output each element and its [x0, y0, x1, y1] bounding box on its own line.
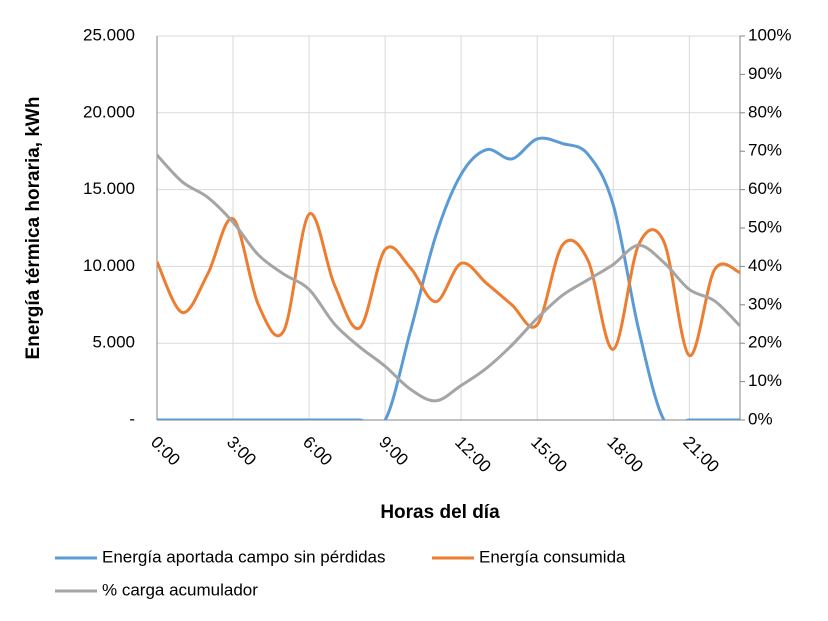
y2-tick-label: 60%: [748, 179, 782, 198]
y2-tick-label: 20%: [748, 333, 782, 352]
x-axis-title: Horas del día: [380, 502, 500, 523]
y2-tick-label: 70%: [748, 141, 782, 160]
x-tick-label: 18:00: [603, 433, 647, 477]
series-line: [157, 212, 740, 358]
series-line: [157, 136, 740, 420]
y2-tick-label: 10%: [748, 371, 782, 390]
y-tick-label: 10.000: [83, 256, 135, 275]
y-tick-label: 25.000: [83, 25, 135, 44]
x-tick-label: 0:00: [147, 433, 184, 470]
x-tick-label: 21:00: [679, 433, 723, 477]
y2-tick-label: 90%: [748, 64, 782, 83]
legend-label: % carga acumulador: [102, 580, 258, 599]
y-tick-label: -: [129, 409, 135, 428]
x-tick-label: 15:00: [527, 433, 571, 477]
legend-label: Energía aportada campo sin pérdidas: [102, 547, 386, 566]
y2-tick-label: 40%: [748, 256, 782, 275]
y-axis-title: Energía térmica horaria, kWh: [23, 97, 44, 360]
y2-tick-label: 50%: [748, 217, 782, 236]
y-tick-label: 20.000: [83, 102, 135, 121]
legend-label: Energía consumida: [479, 547, 626, 566]
y-tick-label: 5.000: [92, 333, 135, 352]
series-line: [157, 154, 740, 403]
y-tick-label: 15.000: [83, 179, 135, 198]
x-tick-label: 9:00: [375, 433, 412, 470]
x-tick-label: 12:00: [451, 433, 495, 477]
x-tick-label: 6:00: [299, 433, 336, 470]
x-tick-label: 3:00: [223, 433, 260, 470]
y2-tick-label: 80%: [748, 102, 782, 121]
y2-tick-label: 30%: [748, 294, 782, 313]
y2-tick-label: 100%: [748, 25, 791, 44]
y2-tick-label: 0%: [748, 409, 773, 428]
